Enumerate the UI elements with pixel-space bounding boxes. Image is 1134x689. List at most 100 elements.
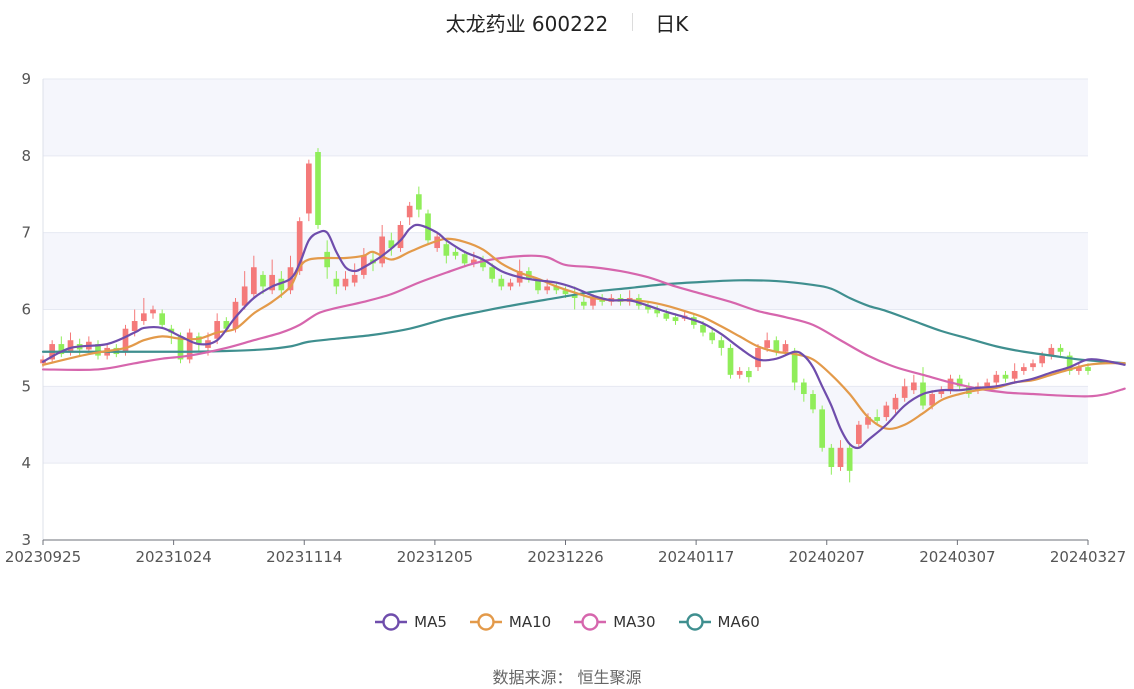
- candle-body: [333, 278, 340, 287]
- candle-body: [95, 344, 101, 356]
- candle-body: [461, 254, 468, 264]
- title-period: 日K: [655, 11, 689, 36]
- candle-body: [810, 394, 816, 410]
- legend-item-ma5[interactable]: MA5: [374, 612, 447, 632]
- y-tick-label: 9: [21, 70, 31, 88]
- y-tick-label: 7: [21, 224, 31, 242]
- candle-body: [388, 240, 395, 249]
- x-tick-label: 20240307: [919, 548, 995, 566]
- candle-body: [452, 251, 459, 256]
- legend-item-ma10[interactable]: MA10: [469, 612, 551, 632]
- grid-band: [43, 79, 1088, 156]
- candle-body: [470, 259, 477, 264]
- candle-body: [360, 255, 367, 275]
- candle-body: [269, 274, 276, 291]
- candle-body: [700, 324, 706, 333]
- candle-body: [379, 236, 386, 264]
- legend-label: MA5: [414, 613, 447, 631]
- candle-body: [315, 151, 321, 225]
- y-tick-label: 8: [21, 147, 31, 165]
- x-tick-label: 20231114: [266, 548, 342, 566]
- candle-body: [1085, 367, 1091, 371]
- candle-body: [645, 305, 651, 310]
- candle-body: [1011, 370, 1018, 379]
- legend: MA5 MA10 MA30 MA60: [0, 612, 1134, 632]
- candle-body: [195, 336, 202, 345]
- candle-body: [874, 417, 881, 421]
- candle-body: [498, 278, 505, 287]
- series-line-ma30: [41, 254, 1126, 398]
- title-stock: 太龙药业 600222: [445, 11, 609, 36]
- candle-body: [562, 290, 569, 295]
- candle-body: [177, 336, 184, 360]
- candle-body: [929, 394, 936, 406]
- candle-body: [544, 286, 551, 291]
- candle-body: [736, 370, 743, 375]
- candle-body: [553, 286, 560, 291]
- candle-body: [223, 321, 230, 329]
- series-line-ma60: [41, 279, 1126, 365]
- candle-body: [140, 313, 147, 322]
- x-tick-label: 20231205: [397, 548, 473, 566]
- title-divider: [632, 13, 634, 31]
- candle-body: [186, 332, 193, 360]
- series-line-ma10: [41, 237, 1126, 430]
- candle-body: [434, 236, 441, 249]
- x-tick-label: 20240207: [789, 548, 865, 566]
- legend-marker-icon: [678, 613, 711, 631]
- y-tick-label: 4: [21, 454, 31, 472]
- candle-body: [773, 340, 780, 352]
- candle-body: [1002, 374, 1009, 379]
- candle-body: [883, 405, 890, 418]
- candle-body: [250, 267, 257, 295]
- candle-body: [489, 267, 496, 279]
- candle-body: [1030, 363, 1036, 368]
- candle-body: [672, 317, 679, 322]
- candle-body: [764, 340, 771, 348]
- candle-body: [947, 378, 954, 391]
- candle-body: [260, 274, 266, 287]
- candle-body: [910, 382, 917, 391]
- candle-body: [214, 321, 221, 339]
- y-tick-label: 5: [21, 377, 31, 395]
- candle-body: [351, 274, 358, 283]
- candle-body: [406, 205, 413, 218]
- legend-label: MA30: [613, 613, 656, 631]
- candle-body: [837, 447, 844, 468]
- candle-body: [1039, 355, 1046, 364]
- legend-marker-icon: [375, 613, 408, 631]
- candle-body: [122, 328, 129, 352]
- legend-label: MA10: [508, 613, 552, 631]
- candle-body: [241, 286, 248, 306]
- candle-body: [984, 382, 991, 387]
- candle-body: [232, 301, 239, 329]
- candle-body: [654, 309, 661, 314]
- y-tick-label: 6: [21, 301, 31, 319]
- candle-body: [718, 340, 725, 348]
- candle-body: [1020, 367, 1027, 371]
- candle-body: [571, 294, 578, 298]
- candle-body: [150, 309, 156, 314]
- candle-body: [782, 344, 789, 352]
- candle-body: [58, 344, 65, 355]
- candle-body: [580, 301, 587, 306]
- candle-body: [67, 340, 74, 352]
- legend-item-ma30[interactable]: MA30: [573, 612, 656, 632]
- x-tick-label: 20231024: [135, 548, 211, 566]
- candle-body: [507, 282, 514, 287]
- candle-body: [1048, 347, 1055, 356]
- candle-body: [342, 278, 349, 287]
- candle-body: [131, 321, 138, 332]
- legend-item-ma60[interactable]: MA60: [678, 612, 760, 632]
- legend-label: MA60: [717, 613, 760, 631]
- candle-body: [535, 280, 541, 291]
- candle-body: [901, 386, 908, 398]
- candle-body: [993, 374, 1000, 383]
- x-tick-label: 20240327: [1050, 548, 1126, 566]
- candle-body: [865, 417, 871, 425]
- candle-body: [324, 251, 331, 268]
- candle-body: [745, 370, 752, 378]
- chart-title: 太龙药业 600222 日K: [0, 6, 1134, 38]
- x-tick-label: 20230925: [5, 548, 81, 566]
- candle-body: [956, 378, 963, 387]
